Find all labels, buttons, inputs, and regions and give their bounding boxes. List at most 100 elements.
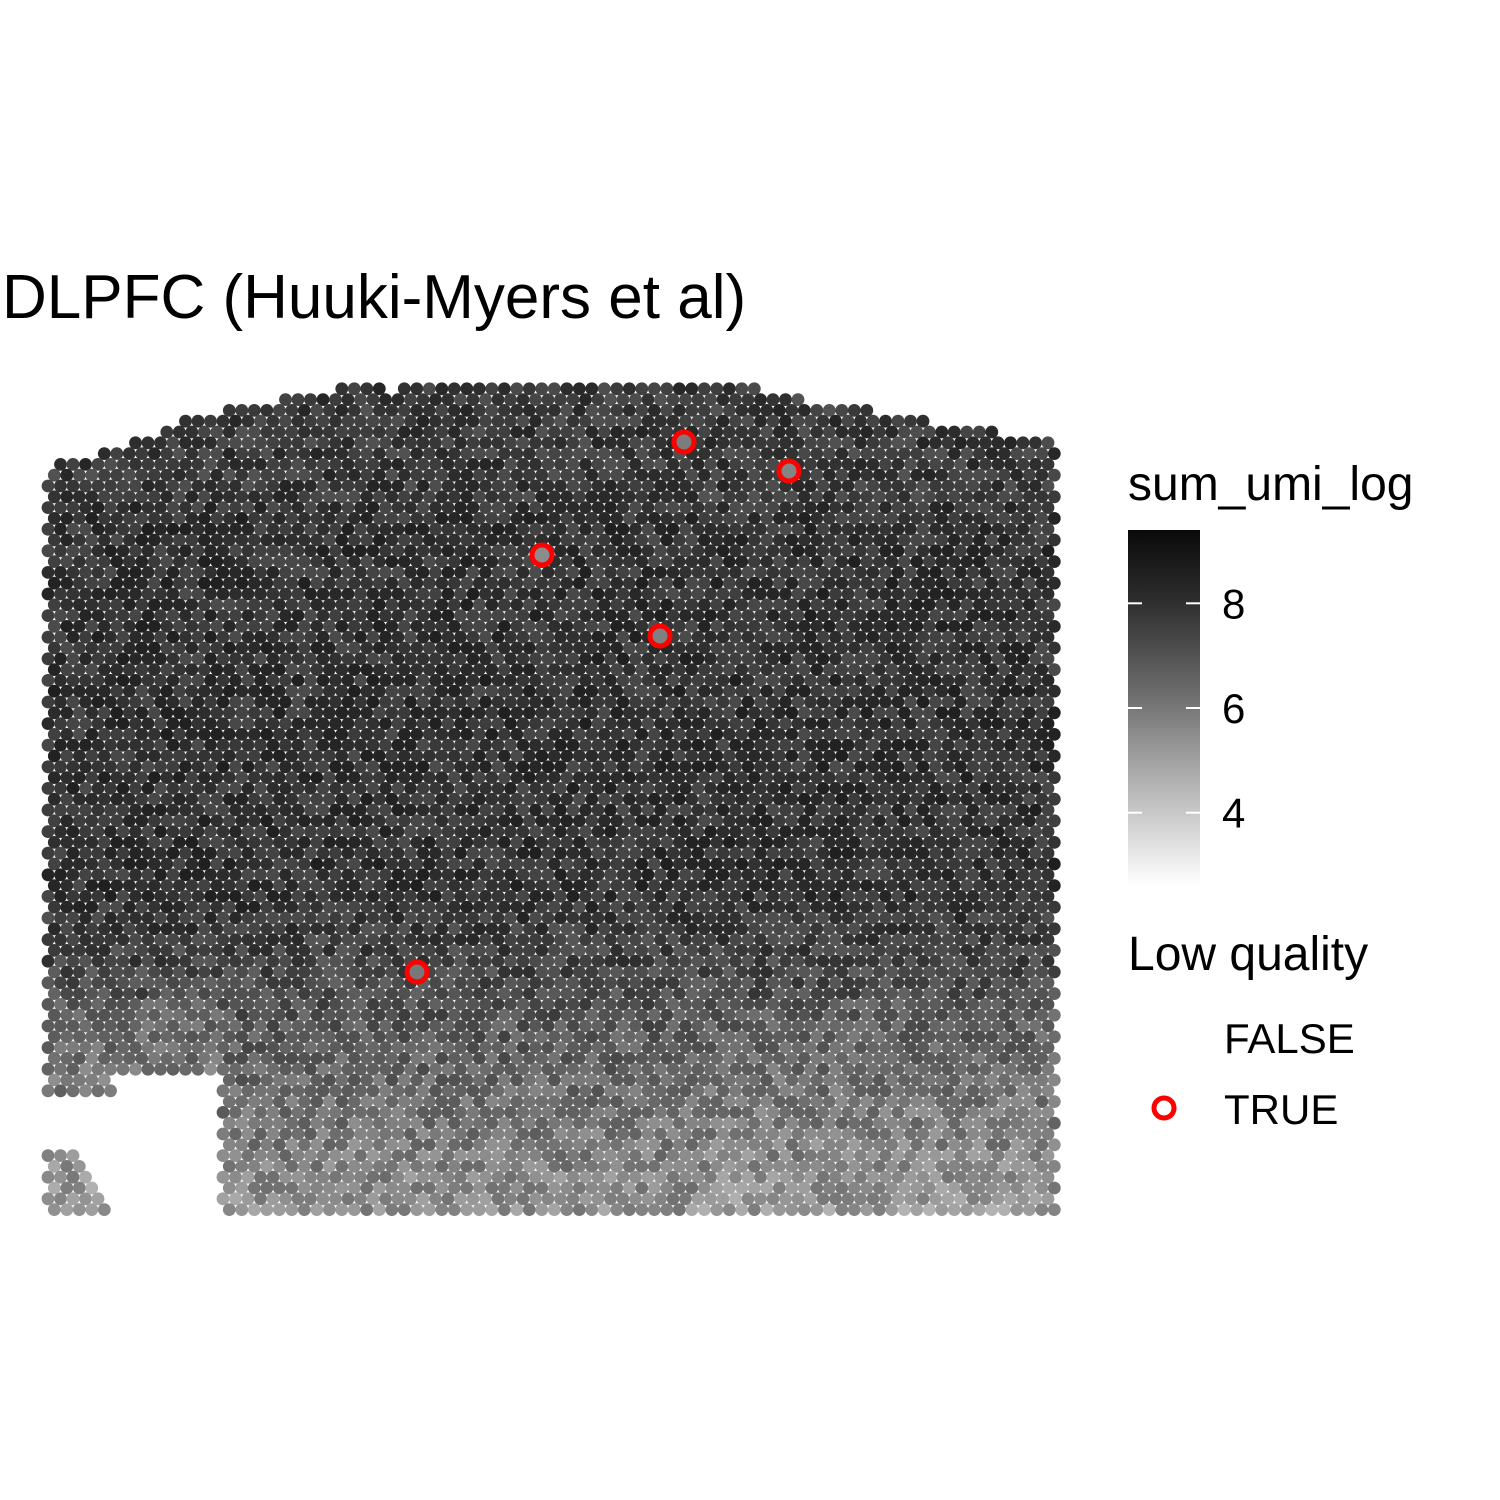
- tissue-spot: [835, 771, 849, 784]
- tissue-spot: [191, 522, 205, 536]
- tissue-spot: [604, 544, 617, 558]
- tissue-spot: [772, 490, 786, 504]
- tissue-spot: [1010, 576, 1024, 590]
- tissue-spot: [54, 544, 67, 558]
- tissue-spot: [266, 717, 280, 730]
- tissue-spot: [435, 1052, 449, 1065]
- tissue-spot: [310, 836, 324, 849]
- tissue-spot: [997, 447, 1011, 460]
- tissue-spot: [585, 533, 599, 547]
- tissue-spot: [366, 890, 380, 903]
- tissue-spot: [666, 954, 680, 968]
- tissue-spot: [629, 846, 642, 860]
- tissue-spot: [647, 533, 661, 547]
- tissue-spot: [1047, 1030, 1061, 1044]
- tissue-spot: [804, 954, 817, 968]
- tissue-spot: [47, 857, 61, 871]
- tissue-spot: [1047, 965, 1061, 979]
- tissue-spot: [566, 717, 580, 730]
- tissue-spot: [941, 738, 955, 752]
- tissue-spot: [85, 814, 99, 828]
- tissue-spot: [854, 998, 867, 1011]
- tissue-spot: [147, 447, 161, 460]
- tissue-spot: [954, 522, 967, 536]
- tissue-spot: [429, 544, 442, 558]
- tissue-spot: [410, 1008, 424, 1022]
- tissue-spot: [360, 857, 374, 871]
- tissue-spot: [810, 512, 824, 525]
- tissue-spot: [704, 522, 717, 536]
- tissue-spot: [816, 587, 830, 601]
- tissue-spot: [116, 846, 130, 860]
- tissue-spot: [485, 857, 499, 871]
- tissue-spot: [1010, 836, 1024, 849]
- tissue-spot: [872, 900, 886, 914]
- tissue-spot: [366, 846, 380, 860]
- tissue-spot: [1010, 792, 1024, 806]
- tissue-spot: [866, 976, 880, 990]
- tissue-spot: [372, 749, 386, 763]
- tissue-spot: [854, 436, 867, 450]
- tissue-spot: [904, 609, 917, 622]
- tissue-spot: [991, 458, 1005, 471]
- tissue-spot: [729, 717, 742, 730]
- tissue-spot: [516, 566, 530, 579]
- tissue-spot: [310, 965, 324, 979]
- tissue-spot: [247, 425, 261, 439]
- tissue-spot: [60, 792, 74, 806]
- tissue-spot: [366, 479, 380, 493]
- tissue-spot: [516, 587, 530, 601]
- tissue-spot: [729, 976, 742, 990]
- tissue-spot: [754, 393, 767, 406]
- tissue-spot: [72, 468, 86, 482]
- tissue-spot: [835, 425, 849, 439]
- tissue-spot: [191, 825, 205, 838]
- tissue-spot: [397, 944, 411, 957]
- tissue-spot: [847, 1052, 861, 1065]
- tissue-spot: [322, 576, 336, 590]
- tissue-spot: [154, 674, 167, 687]
- tissue-spot: [297, 641, 311, 655]
- tissue-spot: [66, 782, 80, 795]
- tissue-spot: [597, 987, 611, 1000]
- tissue-spot: [366, 587, 380, 601]
- tissue-spot: [829, 717, 842, 730]
- tissue-spot: [260, 512, 274, 525]
- tissue-spot: [679, 1062, 692, 1076]
- tissue-spot: [1047, 900, 1061, 914]
- tissue-spot: [722, 965, 736, 979]
- tissue-spot: [472, 836, 486, 849]
- tissue-spot: [760, 706, 774, 720]
- tissue-spot: [622, 598, 636, 612]
- tissue-spot: [191, 609, 205, 622]
- tissue-spot: [654, 436, 667, 450]
- tissue-spot: [666, 890, 680, 903]
- tissue-spot: [1010, 1052, 1024, 1065]
- tissue-spot: [716, 1019, 730, 1033]
- tissue-spot: [1004, 803, 1017, 817]
- tissue-spot: [597, 749, 611, 763]
- tissue-spot: [354, 544, 367, 558]
- tissue-spot: [735, 684, 749, 698]
- tissue-spot: [729, 760, 742, 774]
- tissue-spot: [385, 1030, 399, 1044]
- tissue-spot: [691, 695, 705, 709]
- tissue-spot: [704, 933, 717, 946]
- tissue-spot: [435, 555, 449, 568]
- tissue-spot: [879, 479, 892, 493]
- tissue-spot: [266, 458, 280, 471]
- tissue-spot: [1035, 944, 1049, 957]
- tissue-spot: [510, 944, 524, 957]
- tissue-spot: [379, 674, 392, 687]
- tissue-spot: [191, 652, 205, 666]
- tissue-spot: [447, 749, 461, 763]
- tissue-spot: [197, 706, 211, 720]
- tissue-spot: [816, 566, 830, 579]
- tissue-spot: [379, 760, 392, 774]
- tissue-spot: [897, 1052, 911, 1065]
- tissue-spot: [260, 404, 274, 417]
- tissue-spot: [279, 544, 292, 558]
- tissue-spot: [560, 771, 574, 784]
- tissue-spot: [197, 836, 211, 849]
- tissue-spot: [547, 728, 561, 741]
